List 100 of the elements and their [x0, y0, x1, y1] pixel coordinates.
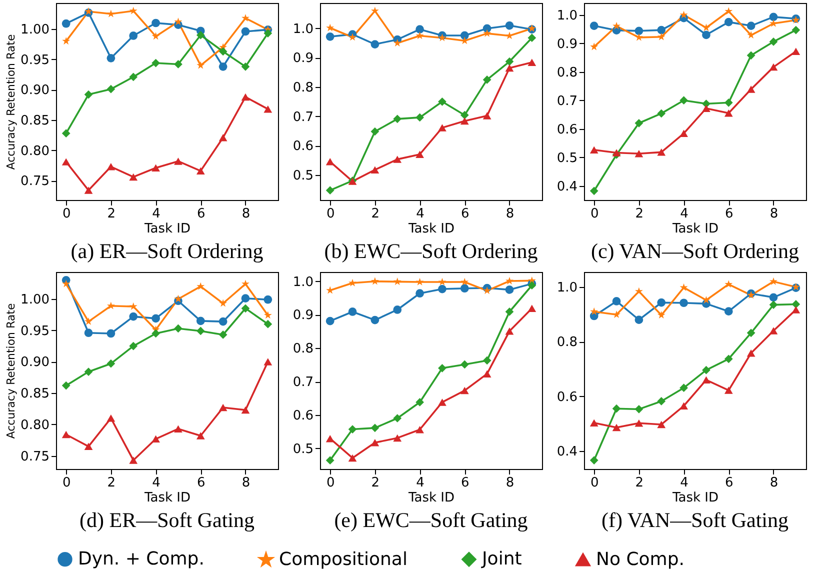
point: [702, 366, 710, 374]
point: [106, 84, 116, 94]
x-tick-label: 6: [460, 476, 470, 490]
point: [702, 30, 710, 40]
legend-label: Dyn. + Comp.: [78, 548, 204, 570]
x-tick-label: 6: [196, 476, 206, 490]
point: [370, 316, 380, 324]
point: [724, 280, 733, 288]
point: [106, 359, 116, 368]
point: [196, 167, 205, 175]
y-tick-label: 0.80: [20, 418, 50, 433]
point: [416, 25, 424, 34]
x-tick-label: 6: [196, 206, 206, 222]
x-tick-label: 8: [770, 476, 778, 490]
point: [792, 306, 800, 314]
point: [680, 283, 688, 291]
y-tick-label: 0.6: [292, 408, 314, 424]
point: [326, 32, 334, 41]
point: [241, 27, 250, 36]
point: [218, 47, 228, 56]
point: [460, 31, 469, 40]
point: [680, 96, 688, 105]
point: [84, 90, 93, 99]
point: [106, 302, 115, 310]
x-tick-label: 8: [242, 476, 250, 490]
point: [129, 312, 138, 321]
text: (b) EWC—Soft Ordering: [324, 239, 538, 263]
point: [196, 30, 205, 40]
x-tick-label: 0: [62, 206, 71, 222]
point: [680, 384, 688, 392]
y-tick-label: 0.6: [292, 139, 314, 154]
point: [590, 42, 598, 50]
point: [438, 364, 446, 372]
point: [657, 420, 666, 428]
y-tick-label: 0.7: [292, 110, 314, 125]
point: [241, 294, 250, 303]
point: [393, 414, 402, 422]
point: [370, 127, 380, 136]
x-tick-label: 4: [416, 206, 424, 222]
y-tick-label: 0.4: [556, 444, 578, 460]
text: (f) VAN—Soft Gating: [601, 508, 790, 532]
point: [702, 104, 710, 112]
point: [460, 284, 469, 293]
point: [241, 62, 250, 71]
point: [348, 308, 357, 316]
y-tick-label: 0.6: [556, 390, 578, 405]
point: [264, 320, 272, 328]
y-tick-label: 0.5: [292, 442, 314, 457]
point: [505, 308, 514, 316]
text: (e) EWC—Soft Gating: [334, 508, 528, 532]
y-tick-label: 0.75: [20, 449, 50, 464]
x-axis-title: Task ID: [407, 222, 455, 236]
point: [505, 327, 514, 335]
x-tick-label: 6: [724, 476, 734, 490]
text: (a) ER—Soft Ordering: [70, 239, 264, 263]
point: [746, 86, 756, 93]
point: [460, 360, 469, 369]
point: [590, 419, 598, 426]
point: [393, 434, 402, 442]
point: [326, 434, 334, 442]
point: [792, 48, 800, 56]
y-tick-label: 0.85: [20, 386, 50, 402]
point: [680, 402, 688, 410]
point: [129, 173, 138, 181]
x-tick-label: 0: [326, 476, 335, 490]
point: [482, 112, 492, 120]
point: [62, 381, 70, 390]
point: [483, 286, 492, 294]
point: [634, 287, 643, 295]
point: [792, 300, 800, 308]
point: [460, 110, 469, 120]
point: [505, 21, 514, 30]
point: [129, 456, 138, 464]
point: [326, 186, 334, 195]
x-tick-label: 2: [635, 476, 644, 490]
point: [505, 64, 514, 72]
point: [219, 299, 228, 307]
point: [152, 329, 160, 338]
x-tick-label: 2: [107, 206, 116, 222]
point: [460, 117, 469, 125]
point: [393, 156, 402, 163]
point: [152, 435, 160, 443]
point: [62, 19, 70, 28]
y-tick-label: 1.00: [20, 22, 50, 38]
point: [264, 295, 272, 304]
point: [612, 22, 620, 30]
x-tick-label: 8: [506, 476, 514, 490]
x-tick-label: 0: [590, 476, 599, 490]
y-tick-label: 0.5: [556, 150, 578, 166]
point: [241, 304, 250, 313]
y-axis-title: Accuracy Retention Rate: [4, 303, 18, 439]
y-tick-label: 0.95: [20, 324, 50, 339]
x-axis-title: Task ID: [143, 490, 191, 506]
point: [590, 456, 598, 464]
point: [634, 150, 644, 158]
point: [62, 280, 70, 288]
y-tick-label: 0.90: [20, 355, 50, 370]
y-tick-label: 0.75: [20, 174, 50, 190]
point: [348, 425, 357, 434]
point: [416, 113, 424, 122]
